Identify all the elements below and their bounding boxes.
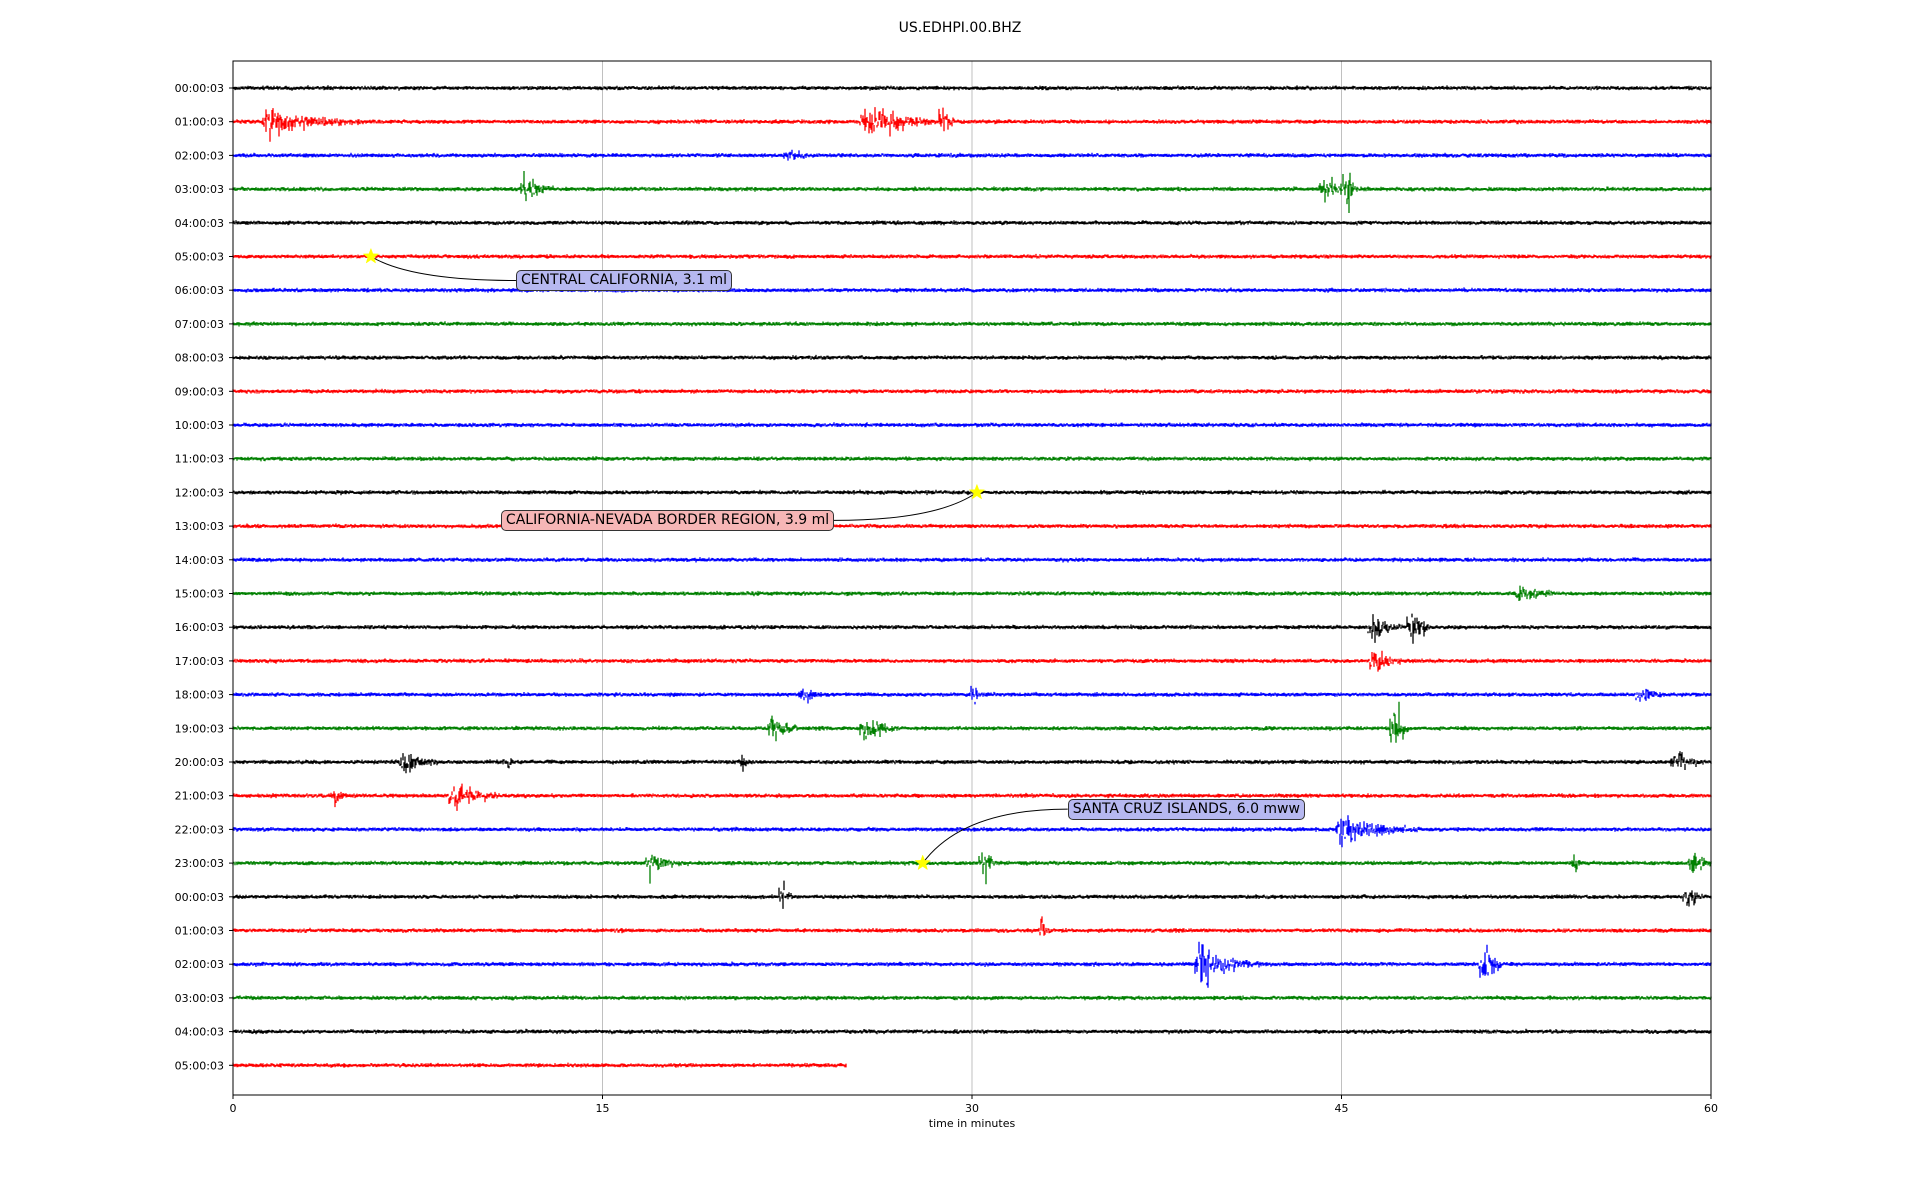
y-tick-label: 21:00:03: [175, 790, 224, 803]
y-tick-label: 04:00:03: [175, 217, 224, 230]
y-tick-label: 18:00:03: [175, 689, 224, 702]
annotation-connector: [922, 808, 1068, 864]
y-tick-label: 19:00:03: [175, 722, 224, 735]
y-tick-label: 23:00:03: [175, 857, 224, 870]
x-tick-label: 60: [1704, 1102, 1718, 1115]
x-axis-label: time in minutes: [928, 1117, 1016, 1130]
y-tick-label: 03:00:03: [175, 992, 224, 1005]
y-tick-label: 11:00:03: [175, 453, 224, 466]
y-tick-label: 09:00:03: [175, 385, 224, 398]
annotation-connector: [370, 256, 516, 281]
y-tick-label: 00:00:03: [175, 891, 224, 904]
x-tick-label: 30: [965, 1102, 979, 1115]
y-tick-label: 10:00:03: [175, 419, 224, 432]
annotation-connector: [833, 491, 978, 521]
x-tick-label: 45: [1335, 1102, 1349, 1115]
y-tick-label: 07:00:03: [175, 318, 224, 331]
y-tick-label: 20:00:03: [175, 756, 224, 769]
y-tick-label: 08:00:03: [175, 352, 224, 365]
y-tick-label: 04:00:03: [175, 1026, 224, 1039]
y-tick-label: 03:00:03: [175, 183, 224, 196]
trace-row-29: [232, 1062, 847, 1068]
x-tick-label: 15: [596, 1102, 610, 1115]
y-tick-label: 15:00:03: [175, 588, 224, 601]
annotation-label: CALIFORNIA-NEVADA BORDER REGION, 3.9 ml: [500, 509, 835, 531]
x-tick-label: 0: [230, 1102, 237, 1115]
event-star-marker: [362, 247, 380, 264]
y-tick-label: 22:00:03: [175, 823, 224, 836]
y-tick-label: 01:00:03: [175, 116, 224, 129]
event-star-marker: [968, 483, 986, 500]
y-tick-label: 13:00:03: [175, 520, 224, 533]
y-tick-label: 06:00:03: [175, 284, 224, 297]
y-tick-label: 00:00:03: [175, 82, 224, 95]
y-tick-label: 12:00:03: [175, 486, 224, 499]
y-tick-label: 02:00:03: [175, 958, 224, 971]
chart-title: US.EDHPI.00.BHZ: [898, 20, 1022, 36]
y-tick-label: 16:00:03: [175, 621, 224, 634]
event-star-marker: [914, 854, 931, 871]
y-tick-label: 14:00:03: [175, 554, 224, 567]
y-tick-label: 05:00:03: [175, 251, 224, 264]
y-tick-label: 02:00:03: [175, 149, 224, 162]
y-tick-label: 17:00:03: [175, 655, 224, 668]
annotation-label: CENTRAL CALIFORNIA, 3.1 ml: [515, 270, 732, 291]
y-tick-label: 01:00:03: [175, 925, 224, 938]
y-tick-label: 05:00:03: [175, 1059, 224, 1072]
annotation-label: SANTA CRUZ ISLANDS, 6.0 mww: [1067, 798, 1305, 820]
